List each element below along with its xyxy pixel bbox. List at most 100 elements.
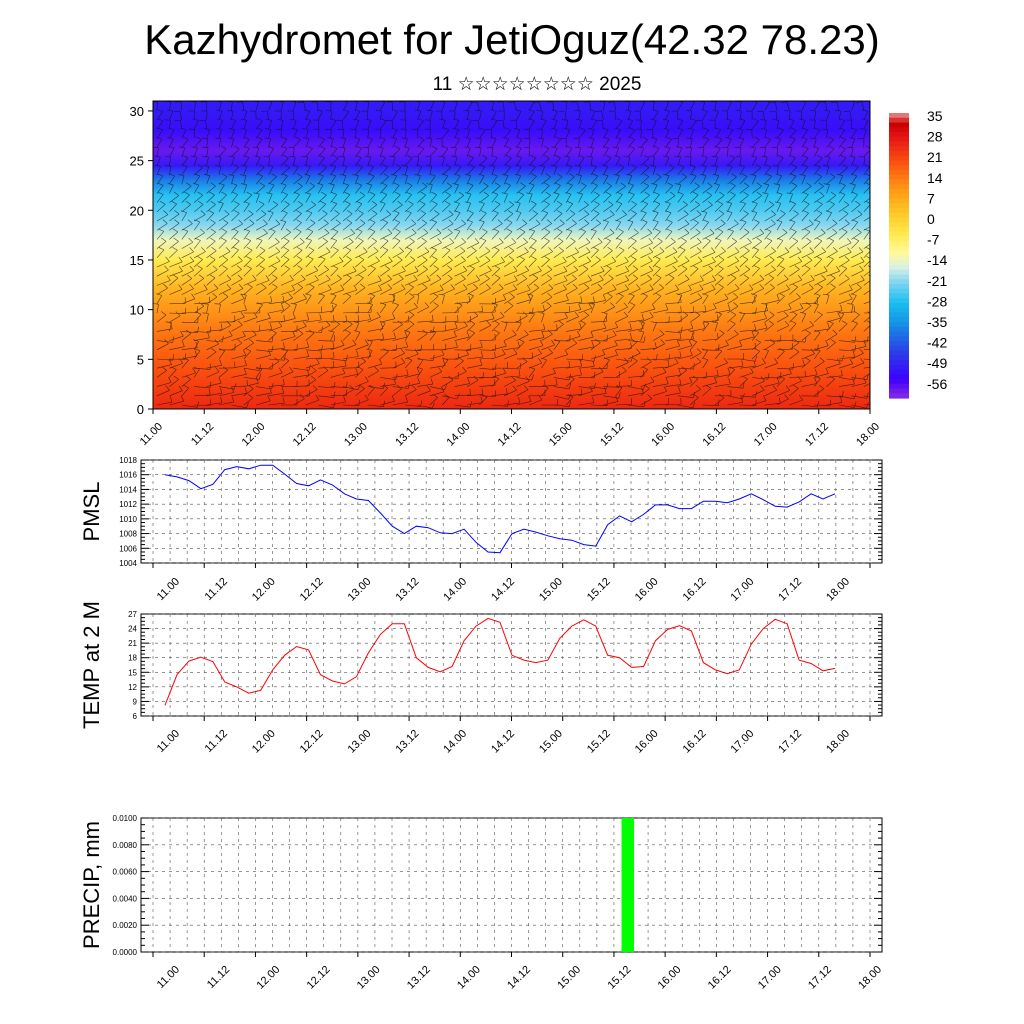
colorbar-swatch <box>889 170 909 176</box>
colorbar-swatch <box>889 193 909 200</box>
colorbar-swatch <box>889 360 909 366</box>
colorbar-swatch <box>889 117 909 124</box>
colorbar-swatch <box>889 198 909 204</box>
pmsl-x-tick-label: 12.00 <box>250 576 278 604</box>
cross-section-x-tick-label: 14.00 <box>444 421 472 449</box>
cross-section-y-tick-label: 20 <box>130 203 144 218</box>
pmsl-x-tick-label: 13.12 <box>393 576 421 604</box>
colorbar-swatch <box>889 174 909 181</box>
pmsl-x-tick-label: 14.12 <box>489 576 517 604</box>
colorbar-swatch <box>889 293 909 299</box>
colorbar-swatch <box>889 288 909 295</box>
temperature-colorbar: 35 28 21 14 7 0 -7 -14 -21 -28 -35 -42 -49 -56 <box>889 108 947 399</box>
temp-2m-panel: 6 9 12 15 18 21 24 27 TEMP at 2 M 11.00 11.12 12.00… <box>79 601 883 756</box>
precip-panel: 0.0000 0.0020 0.0040 0.0060 0.0080 0.0100 PREC… <box>79 814 884 992</box>
temperature-cross-section-panel: 0 5 10 15 20 25 30 11.00 11.12 12.00 12.12 13.00 13.… <box>130 100 882 449</box>
colorbar-swatch <box>889 279 909 285</box>
cross-section-x-tick-label: 12.12 <box>291 421 319 449</box>
colorbar-swatch <box>889 141 909 147</box>
colorbar-swatch <box>889 250 909 257</box>
temperature-field <box>153 101 870 409</box>
colorbar-swatch <box>889 331 909 337</box>
temp-x-tick-label: 15.00 <box>537 728 565 756</box>
precip-y-tick-label: 0.0060 <box>113 868 138 877</box>
pmsl-y-tick-label: 1016 <box>119 471 137 480</box>
cross-section-x-tick-label: 15.12 <box>598 421 626 449</box>
pmsl-y-tick-label: 1010 <box>119 515 137 524</box>
colorbar-swatch <box>889 122 909 128</box>
cross-section-y-tick-label: 25 <box>130 154 144 169</box>
colorbar-swatch <box>889 236 909 242</box>
cross-section-x-tick-label: 12.00 <box>240 421 268 449</box>
cross-section-x-tick-label: 11.00 <box>138 421 165 448</box>
colorbar-swatch <box>889 127 909 133</box>
colorbar-swatch <box>889 336 909 342</box>
temp-x-tick-label: 16.12 <box>681 728 709 756</box>
colorbar-swatch <box>889 146 909 152</box>
precip-x-tick-label: 17.00 <box>756 964 784 992</box>
temp-x-tick-label: 11.00 <box>155 728 182 755</box>
colorbar-swatch <box>889 231 909 238</box>
colorbar-label: 7 <box>927 190 935 206</box>
temp-x-tick-label: 12.00 <box>250 728 278 756</box>
colorbar-label: 35 <box>927 108 943 124</box>
colorbar-swatch <box>889 326 909 333</box>
colorbar-swatch <box>889 246 909 252</box>
colorbar-swatch <box>889 189 909 195</box>
colorbar-swatch <box>889 255 909 261</box>
cross-section-x-tick-label: 16.00 <box>649 421 677 449</box>
colorbar-swatch <box>889 241 909 247</box>
cross-section-x-tick-label: 17.00 <box>752 421 780 449</box>
precip-y-tick-label: 0.0080 <box>113 841 138 850</box>
colorbar-swatch <box>889 345 909 352</box>
temp-y-tick-label: 27 <box>128 610 137 619</box>
temp-x-tick-label: 18.00 <box>824 728 852 756</box>
temp-x-tick-label: 13.12 <box>393 728 421 756</box>
colorbar-label: 0 <box>927 211 935 227</box>
colorbar-label: -56 <box>927 376 947 392</box>
pmsl-y-tick-label: 1014 <box>119 485 137 494</box>
temp-y-tick-label: 6 <box>133 712 138 721</box>
colorbar-swatch <box>889 355 909 361</box>
colorbar-swatch <box>889 203 909 209</box>
colorbar-swatch <box>889 227 909 233</box>
temp-y-tick-label: 21 <box>128 639 137 648</box>
colorbar-swatch <box>889 217 909 223</box>
colorbar-swatch <box>889 184 909 190</box>
cross-section-y-tick-label: 15 <box>130 253 144 268</box>
precip-x-tick-label: 14.00 <box>455 964 483 992</box>
colorbar-swatch <box>889 379 909 385</box>
colorbar-label: 14 <box>927 170 943 186</box>
colorbar-swatch <box>889 151 909 157</box>
colorbar-swatch <box>889 393 909 399</box>
colorbar-swatch <box>889 388 909 394</box>
pmsl-y-tick-label: 1018 <box>119 456 137 465</box>
precip-x-tick-label: 16.12 <box>706 964 734 992</box>
colorbar-swatch <box>889 303 909 309</box>
colorbar-swatch <box>889 269 909 276</box>
pmsl-x-tick-label: 15.00 <box>537 576 565 604</box>
pmsl-y-tick-label: 1006 <box>119 544 137 553</box>
colorbar-label: -42 <box>927 335 947 351</box>
precip-y-tick-label: 0.0100 <box>113 814 138 823</box>
cross-section-y-tick-label: 10 <box>130 303 144 318</box>
colorbar-swatch <box>889 165 909 171</box>
colorbar-swatch <box>889 136 909 143</box>
cross-section-x-tick-label: 13.12 <box>393 421 421 449</box>
pmsl-panel: 1004 1006 1008 1010 1012 1014 1016 1018 PMSL 11.0… <box>79 456 883 604</box>
precip-x-tick-label: 12.00 <box>254 964 282 992</box>
colorbar-swatch <box>889 222 909 228</box>
precip-x-tick-label: 11.12 <box>205 964 232 991</box>
colorbar-swatch <box>889 113 909 119</box>
chart-subtitle: 11 ☆☆☆☆☆☆☆☆ 2025 <box>432 74 642 95</box>
cross-section-y-tick-label: 5 <box>137 352 144 367</box>
colorbar-label: -14 <box>927 252 947 268</box>
colorbar-label: -7 <box>927 232 940 248</box>
chart-title: Kazhydromet for JetiOguz(42.32 78.23) <box>144 16 880 63</box>
temp-series-line <box>164 617 836 706</box>
cross-section-y-tick-label: 30 <box>130 104 144 119</box>
colorbar-swatch <box>889 317 909 323</box>
precip-x-tick-label: 14.12 <box>505 964 533 992</box>
temp-x-tick-label: 11.12 <box>203 728 230 755</box>
